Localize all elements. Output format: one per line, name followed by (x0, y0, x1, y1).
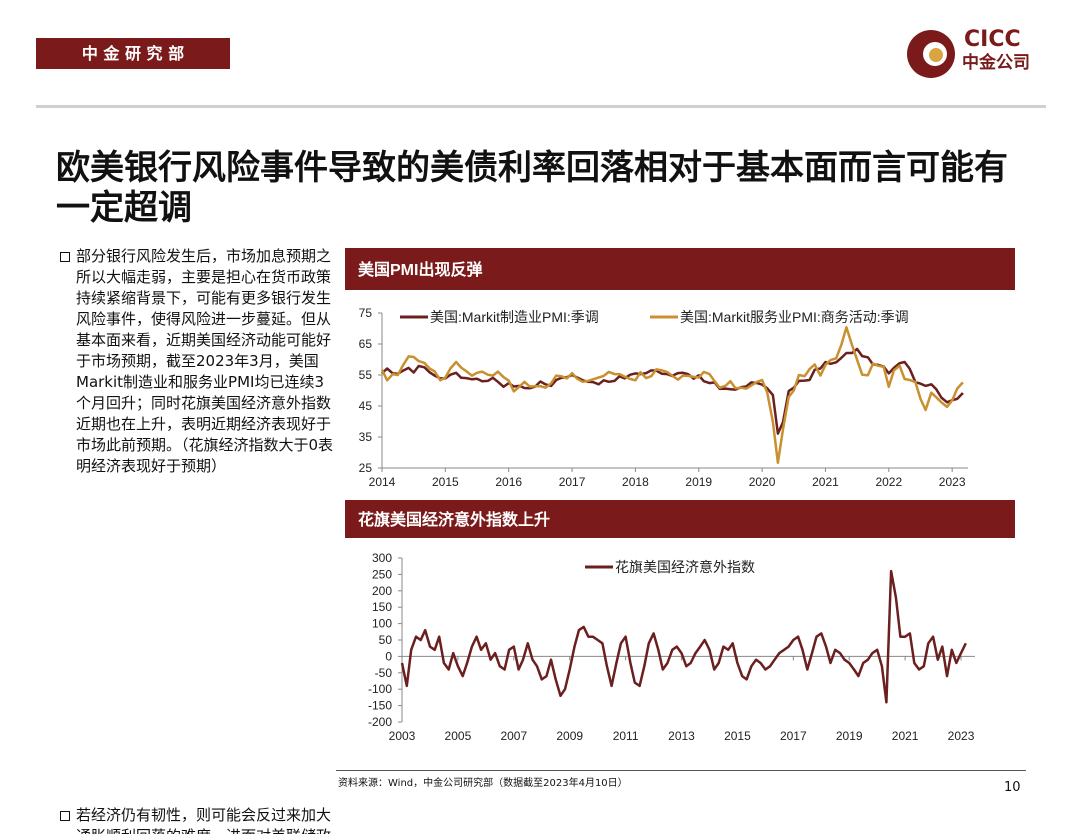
panel-header (345, 500, 1015, 538)
page-number: 10 (1004, 780, 1021, 795)
x-tick-label: 2007 (500, 729, 527, 743)
department-tag: 中 金 研 究 部 (36, 38, 230, 69)
y-tick-label: -150 (368, 699, 392, 713)
x-tick-label: 2019 (836, 729, 863, 743)
legend-label: 花旗美国经济意外指数 (615, 559, 755, 575)
y-tick-label: 0 (385, 649, 392, 663)
x-tick-label: 2013 (668, 729, 695, 743)
y-tick-label: 45 (359, 399, 373, 413)
y-tick-label: 150 (372, 600, 392, 614)
series-line (381, 347, 964, 435)
footer-rule (336, 770, 1026, 771)
x-tick-label: 2020 (749, 475, 776, 489)
x-tick-label: 2005 (445, 729, 472, 743)
bullet: 若经济仍有韧性，则可能会反过来加大通胀顺利回落的难度，进而对美联储政策转松形成掣… (58, 805, 338, 834)
x-tick-label: 2003 (389, 729, 416, 743)
y-tick-label: -50 (375, 666, 393, 680)
y-tick-label: 25 (359, 461, 373, 475)
series-line (380, 326, 964, 464)
y-tick-label: 200 (372, 584, 392, 598)
y-tick-label: 55 (359, 368, 373, 382)
logo-icon (907, 30, 955, 78)
x-tick-label: 2021 (892, 729, 919, 743)
x-tick-label: 2014 (369, 475, 396, 489)
x-tick-label: 2019 (685, 475, 712, 489)
x-tick-label: 2016 (495, 475, 522, 489)
y-tick-label: -100 (368, 682, 392, 696)
x-tick-label: 2022 (875, 475, 902, 489)
source-note: 资料来源：Wind，中金公司研究部（数据截至2023年4月10日） (338, 778, 628, 789)
y-tick-label: 300 (372, 551, 392, 565)
logo-name-cn: 中金公司 (962, 53, 1030, 73)
y-tick-label: 65 (359, 337, 373, 351)
panel-title: 花旗美国经济意外指数上升 (358, 510, 550, 529)
x-tick-label: 2009 (556, 729, 583, 743)
y-tick-label: 50 (379, 633, 393, 647)
y-tick-label: -200 (368, 715, 392, 729)
logo-name: CICC (964, 27, 1021, 52)
y-tick-label: 35 (359, 430, 373, 444)
x-tick-label: 2023 (948, 729, 975, 743)
y-tick-label: 250 (372, 567, 392, 581)
y-tick-label: 100 (372, 617, 392, 631)
x-tick-label: 2023 (939, 475, 966, 489)
x-tick-label: 2021 (812, 475, 839, 489)
x-tick-label: 2017 (780, 729, 807, 743)
x-tick-label: 2017 (559, 475, 586, 489)
bullet: 部分银行风险发生后，市场加息预期之所以大幅走弱，主要是担心在货币政策持续紧缩背景… (58, 246, 338, 477)
legend-label: 美国:Markit服务业PMI:商务活动:季调 (680, 309, 909, 325)
header-rule (36, 105, 1046, 108)
x-tick-label: 2015 (432, 475, 459, 489)
panel-title: 美国PMI出现反弹 (358, 260, 482, 279)
panel-header (345, 248, 1015, 290)
slide-title: 欧美银行风险事件导致的美债利率回落相对于基本面而言可能有一定超调 (56, 148, 1008, 228)
y-tick-label: 75 (359, 306, 373, 320)
x-tick-label: 2011 (613, 729, 639, 743)
x-tick-label: 2018 (622, 475, 649, 489)
legend-label: 美国:Markit制造业PMI:季调 (430, 309, 599, 325)
x-tick-label: 2015 (724, 729, 751, 743)
series-line (400, 569, 967, 704)
